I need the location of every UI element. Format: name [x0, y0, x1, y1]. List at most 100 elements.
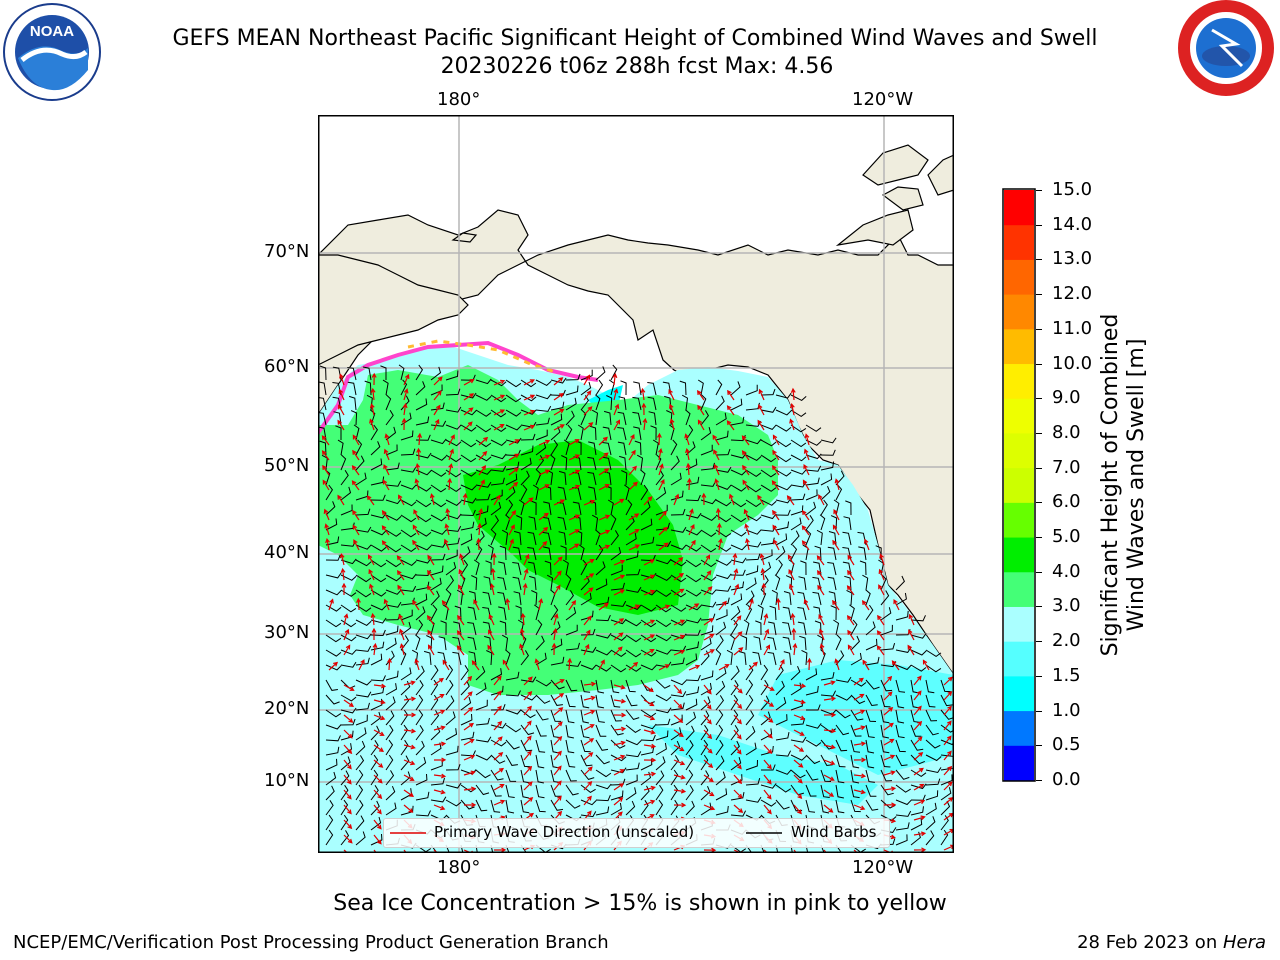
wind-barb [820, 690, 837, 697]
wind-barb [400, 585, 417, 592]
wind-barb [849, 604, 855, 621]
wind-barb [940, 829, 949, 846]
wind-barb [685, 686, 700, 696]
wind-barb [505, 461, 520, 471]
wind-barb [700, 710, 710, 726]
wave-direction-arrow [568, 529, 580, 536]
wave-direction-arrow [743, 508, 750, 521]
colorbar-bin [1004, 190, 1034, 226]
wave-direction-arrow [598, 452, 609, 461]
wind-barb [715, 635, 724, 651]
wind-barb [370, 785, 379, 801]
wind-barb [805, 424, 822, 432]
wind-barb [647, 382, 657, 396]
map-legend: Primary Wave Direction (unscaled) Wind B… [383, 818, 890, 848]
wind-barb [430, 402, 445, 411]
wave-direction-arrow [913, 815, 926, 821]
wave-direction-arrow [853, 741, 867, 747]
wind-barb [800, 560, 807, 576]
wave-direction-arrow [448, 448, 454, 461]
wave-direction-arrow [628, 449, 636, 461]
wave-direction-arrow [684, 433, 690, 446]
wind-barb [655, 707, 672, 714]
wind-barb [370, 544, 387, 552]
wave-direction-arrow [883, 691, 893, 701]
wind-barb [625, 762, 640, 771]
wind-barb [625, 664, 642, 672]
wind-barb [460, 484, 477, 491]
wind-barb [685, 476, 700, 486]
wave-direction-arrow [538, 469, 551, 476]
wind-barb [640, 518, 653, 531]
wind-barb [775, 665, 784, 681]
wind-barb [775, 680, 785, 696]
wind-barb [430, 664, 439, 681]
wind-barb [415, 606, 426, 621]
wind-barb [385, 410, 394, 426]
wind-barb [430, 514, 447, 522]
wind-barb [505, 739, 520, 750]
wave-direction-arrow [372, 642, 378, 656]
wind-barb [445, 664, 454, 681]
colorbar-tick-label: 8.0 [1052, 421, 1081, 443]
wave-direction-arrow [553, 556, 563, 566]
wave-direction-arrow [792, 642, 798, 656]
wind-barb [715, 739, 724, 756]
wave-direction-arrow [823, 728, 837, 734]
wind-barb [790, 469, 807, 475]
wave-direction-arrow [761, 582, 767, 596]
wind-barb [730, 665, 740, 681]
wind-barb [527, 561, 537, 576]
wind-barb [640, 746, 655, 756]
wind-barb [430, 499, 447, 508]
wind-barb [340, 784, 349, 801]
wave-direction-arrow [598, 468, 610, 476]
wave-direction-arrow [505, 597, 511, 611]
wave-direction-arrow [352, 449, 360, 461]
wind-barb [385, 754, 394, 771]
wind-barb [572, 501, 582, 516]
wave-direction-arrow [763, 744, 773, 755]
wind-barb [625, 694, 638, 707]
wave-direction-arrow [448, 463, 454, 476]
wind-barb [670, 679, 687, 686]
wind-barb [325, 554, 341, 561]
wave-direction-arrow [583, 724, 595, 731]
wind-barb [910, 649, 927, 656]
wave-direction-arrow [883, 722, 894, 731]
wind-barb [475, 439, 492, 448]
wave-direction-arrow [583, 573, 595, 581]
wind-barb [880, 724, 889, 739]
wind-barb [445, 549, 458, 561]
wind-barb [415, 557, 432, 564]
wave-direction-arrow [823, 804, 834, 813]
wind-barb [430, 469, 447, 477]
wind-barb [565, 709, 575, 724]
wind-barb [715, 621, 727, 636]
wind-barb [745, 679, 754, 696]
wind-barb [400, 544, 417, 553]
wind-barb [347, 367, 357, 381]
wind-barb [400, 667, 412, 681]
wind-barb [745, 759, 758, 771]
wind-barb [880, 661, 897, 668]
wind-barb [400, 499, 417, 507]
lon-label-120w-bottom: 120°W [852, 857, 914, 878]
wind-barb [580, 409, 587, 426]
wind-barb [475, 784, 490, 796]
wind-barb [490, 465, 507, 472]
wind-barb [319, 440, 327, 456]
wind-barb [542, 516, 552, 531]
wind-barb [423, 650, 432, 666]
wind-barb [400, 621, 412, 636]
wave-direction-arrow [643, 757, 657, 763]
wave-direction-arrow [823, 849, 828, 853]
wave-direction-arrow [733, 631, 743, 641]
wave-direction-arrow [343, 644, 351, 656]
wind-barb [550, 694, 563, 706]
wind-barb [865, 739, 875, 754]
wave-direction-arrow [508, 467, 519, 476]
wind-barb [775, 732, 790, 741]
wave-direction-arrow [396, 569, 405, 581]
wind-barb [895, 592, 907, 606]
